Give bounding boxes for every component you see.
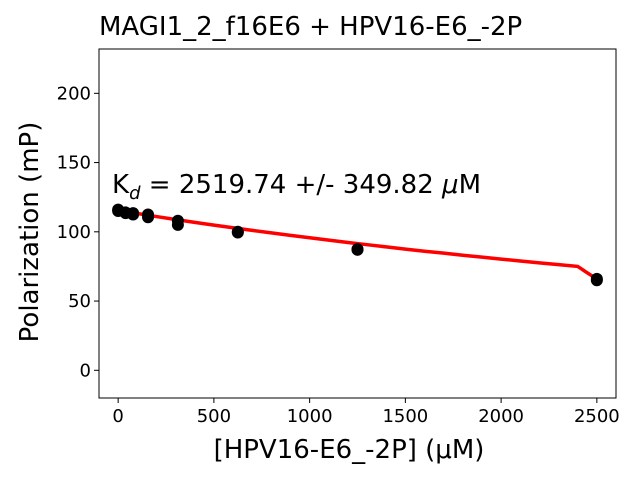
data-points — [112, 203, 603, 287]
x-axis-ticks: 0 500 1000 1500 2000 2500 — [112, 398, 620, 427]
kd-annotation: Kd = 2519.74 +/- 349.82 μM — [112, 170, 481, 204]
y-tick-label: 50 — [68, 291, 91, 312]
y-tick-label: 0 — [80, 360, 91, 381]
x-tick-label: 500 — [197, 406, 231, 427]
x-tick-label: 2000 — [478, 406, 524, 427]
kd-prefix: K — [112, 170, 130, 200]
chart-title: MAGI1_2_f16E6 + HPV16-E6_-2P — [99, 12, 522, 42]
kd-value: = 2519.74 +/- 349.82 — [141, 170, 443, 200]
y-axis-title: Polarization (mP) — [15, 122, 45, 343]
data-point — [142, 211, 155, 224]
x-tick-label: 2500 — [574, 406, 620, 427]
y-tick-label: 200 — [57, 83, 91, 104]
data-point — [590, 274, 603, 287]
data-point — [351, 243, 364, 256]
fit-curve — [117, 208, 598, 281]
data-point — [127, 208, 140, 221]
y-axis-ticks: 0 50 100 150 200 — [57, 83, 99, 381]
data-point — [231, 226, 244, 239]
kd-unit: M — [459, 170, 481, 200]
y-tick-label: 150 — [57, 153, 91, 174]
x-tick-label: 1000 — [287, 406, 333, 427]
y-tick-label: 100 — [57, 222, 91, 243]
kd-mu: μ — [441, 170, 459, 200]
x-tick-label: 1500 — [382, 406, 428, 427]
kd-subscript: d — [129, 183, 141, 204]
data-point — [171, 218, 184, 231]
plot-frame — [98, 48, 617, 399]
x-axis-title: [HPV16-E6_-2P] (μM) — [214, 435, 485, 465]
x-tick-label: 0 — [112, 406, 123, 427]
